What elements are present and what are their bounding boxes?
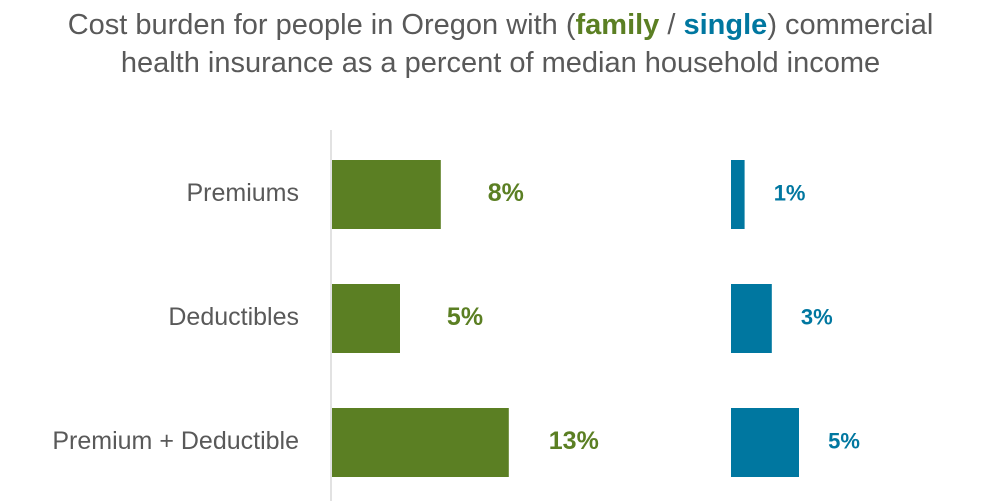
bar — [731, 160, 745, 229]
bar — [731, 284, 772, 353]
bar — [332, 160, 441, 229]
title-text: / — [659, 9, 684, 41]
title-text: ) commercial health insurance as a perce… — [120, 9, 934, 79]
value-label: 1% — [774, 180, 806, 205]
chart-title: Cost burden for people in Oregon with (f… — [40, 6, 961, 82]
value-label: 3% — [801, 304, 833, 329]
title-series: family — [575, 9, 660, 41]
category-label: Premiums — [186, 179, 299, 207]
title-text: Cost burden for people in Oregon with ( — [67, 9, 576, 41]
value-label: 5% — [828, 428, 860, 453]
category-label: Deductibles — [168, 303, 299, 331]
bar — [731, 408, 799, 477]
value-label: 8% — [488, 179, 524, 207]
bar — [332, 284, 400, 353]
title-series: single — [683, 9, 768, 41]
category-label: Premium + Deductible — [52, 427, 299, 455]
bar — [332, 408, 509, 477]
value-label: 13% — [549, 427, 599, 455]
value-label: 5% — [447, 303, 483, 331]
